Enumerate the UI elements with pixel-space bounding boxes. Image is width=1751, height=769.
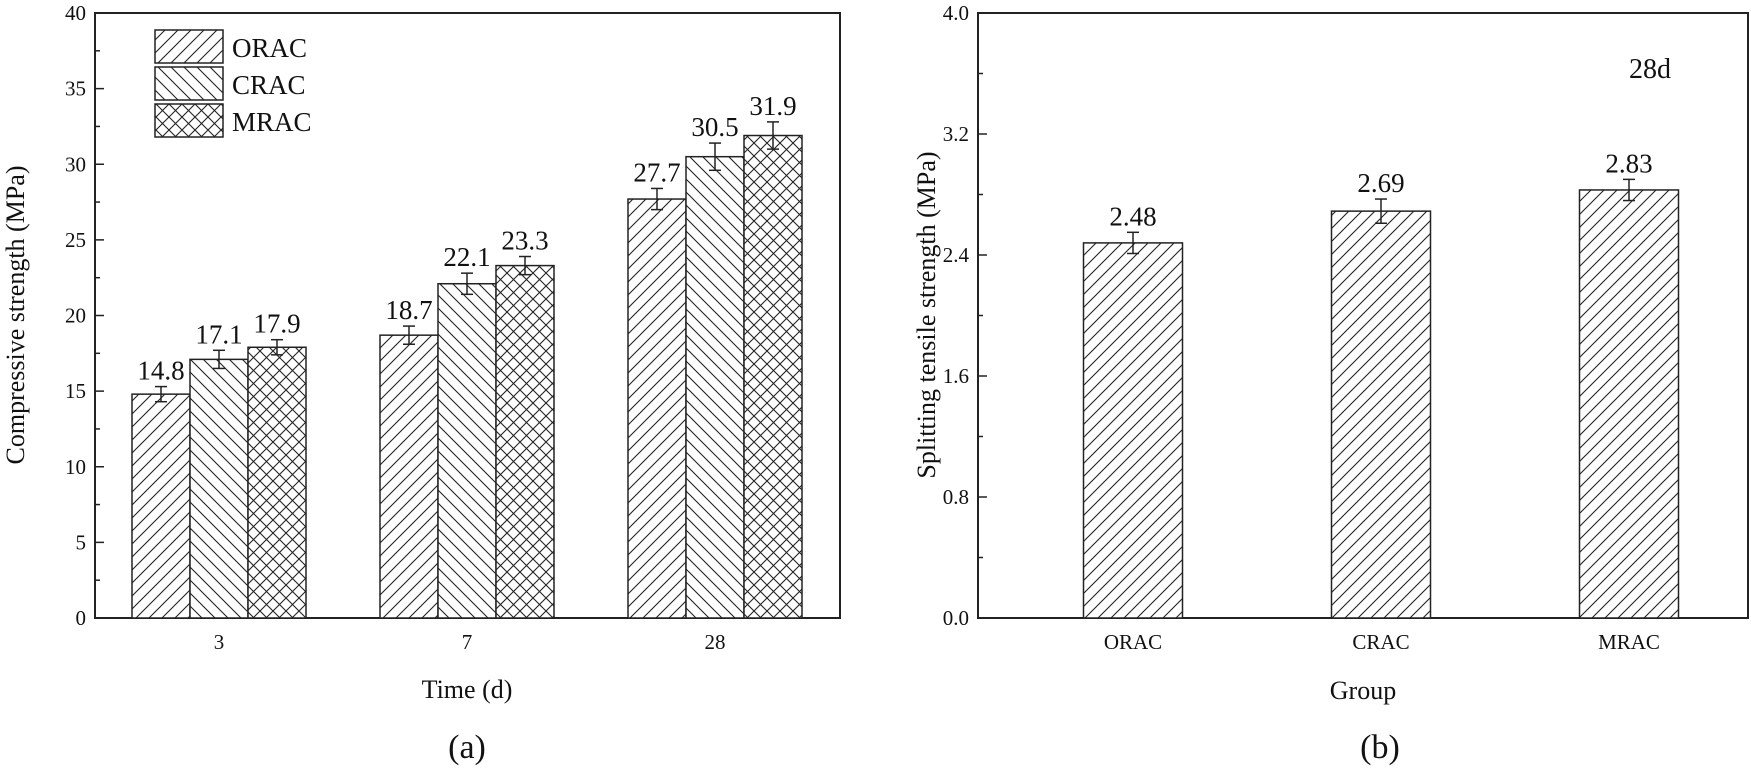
data-label-a: 22.1 bbox=[443, 242, 490, 272]
bar-a-orac-3 bbox=[131, 393, 191, 619]
compressive-strength-chart: 0 5 10 15 20 25 30 35 40 3 7 28 14.8 17.1 17.9 18.7 22… bbox=[1, 1, 841, 766]
y-tick-label-a: 15 bbox=[65, 379, 86, 403]
splitting-tensile-chart: 0.0 0.8 1.6 2.4 3.2 4.0 ORAC CRAC MRAC 2.48 2.69… bbox=[912, 1, 1749, 766]
bar-b-series-mrac bbox=[1578, 189, 1680, 619]
y-axis-ticks-b: 0.0 0.8 1.6 2.4 3.2 4.0 bbox=[943, 1, 987, 630]
y-tick-label-b: 0.8 bbox=[943, 485, 969, 509]
legend-label: CRAC bbox=[232, 70, 306, 100]
error-bar-a bbox=[403, 325, 415, 345]
bar-a-mrac-7 bbox=[495, 264, 555, 619]
data-label-b: 2.69 bbox=[1357, 168, 1404, 198]
y-tick-label-b: 3.2 bbox=[943, 122, 969, 146]
bar-b-series-orac bbox=[1082, 242, 1184, 619]
y-tick-label-a: 30 bbox=[65, 152, 86, 176]
y-tick-label-a: 0 bbox=[76, 606, 87, 630]
legend-label: ORAC bbox=[232, 33, 307, 63]
legend-item-crac: CRAC bbox=[154, 66, 306, 101]
error-bar-a bbox=[155, 385, 167, 403]
legend-item-orac: ORAC bbox=[154, 29, 307, 64]
annotation-28d: 28d bbox=[1629, 54, 1671, 85]
error-bar-a bbox=[767, 121, 779, 150]
y-tick-label-b: 1.6 bbox=[943, 364, 969, 388]
data-label-a: 18.7 bbox=[385, 295, 432, 325]
legend-a: ORAC CRAC MRAC bbox=[154, 29, 312, 138]
x-tick-label-a: 3 bbox=[214, 630, 225, 654]
data-label-a: 14.8 bbox=[137, 356, 184, 386]
error-bar-b bbox=[1375, 198, 1387, 224]
data-label-a: 30.5 bbox=[691, 112, 738, 142]
bar-a-crac-7 bbox=[437, 282, 497, 619]
data-label-a: 17.9 bbox=[253, 309, 300, 339]
panel-label-a: (a) bbox=[448, 729, 486, 766]
bars-b: 2.48 2.69 2.83 bbox=[1082, 148, 1680, 619]
data-label-a: 23.3 bbox=[501, 226, 548, 256]
legend-swatch bbox=[154, 103, 224, 138]
bar-a-mrac-28 bbox=[743, 134, 803, 619]
x-tick-label-b: MRAC bbox=[1598, 630, 1660, 654]
bar-a-mrac-3 bbox=[247, 346, 307, 619]
x-axis-ticks-b: ORAC CRAC MRAC bbox=[1104, 609, 1660, 654]
error-bar-a bbox=[709, 142, 721, 172]
legend-swatch bbox=[154, 29, 224, 64]
y-tick-label-b: 0.0 bbox=[943, 606, 969, 630]
data-label-a: 31.9 bbox=[749, 91, 796, 121]
legend-label: MRAC bbox=[232, 107, 312, 137]
bar-a-crac-28 bbox=[685, 155, 745, 619]
bar-a-crac-3 bbox=[189, 358, 249, 619]
data-label-b: 2.48 bbox=[1109, 201, 1156, 231]
error-bar-b bbox=[1623, 178, 1635, 202]
y-tick-label-b: 4.0 bbox=[943, 1, 969, 25]
x-axis-label-a: Time (d) bbox=[422, 675, 513, 704]
panel-label-b: (b) bbox=[1360, 729, 1400, 766]
data-label-b: 2.83 bbox=[1605, 148, 1652, 178]
x-tick-label-a: 28 bbox=[705, 630, 726, 654]
legend-item-mrac: MRAC bbox=[154, 103, 312, 138]
error-bar-b bbox=[1127, 231, 1139, 255]
y-tick-label-a: 10 bbox=[65, 455, 86, 479]
y-axis-label-b: Splitting tensile strength (MPa) bbox=[912, 151, 941, 478]
error-bar-a bbox=[651, 187, 663, 211]
x-axis-label-b: Group bbox=[1330, 676, 1396, 705]
bar-b-series-crac bbox=[1330, 210, 1432, 619]
y-tick-label-a: 25 bbox=[65, 228, 86, 252]
x-tick-label-b: CRAC bbox=[1352, 630, 1409, 654]
error-bar-a bbox=[271, 338, 283, 356]
y-tick-label-a: 35 bbox=[65, 77, 86, 101]
x-tick-label-a: 7 bbox=[462, 630, 473, 654]
y-tick-label-b: 2.4 bbox=[943, 243, 970, 267]
y-axis-label-a: Compressive strength (MPa) bbox=[1, 166, 30, 465]
y-tick-label-a: 5 bbox=[76, 530, 87, 554]
error-bar-a bbox=[213, 349, 225, 370]
bars-a: 14.8 17.1 17.9 18.7 22.1 23.3 27.7 30.5 31.9 bbox=[131, 91, 803, 619]
x-tick-label-b: ORAC bbox=[1104, 630, 1162, 654]
y-axis-ticks-a: 0 5 10 15 20 25 30 35 40 bbox=[65, 1, 104, 630]
y-tick-label-a: 40 bbox=[65, 1, 86, 25]
y-tick-label-a: 20 bbox=[65, 304, 86, 328]
data-label-a: 27.7 bbox=[633, 157, 680, 187]
legend-swatch bbox=[154, 66, 224, 101]
error-bar-a bbox=[519, 255, 531, 276]
bar-a-orac-28 bbox=[627, 198, 687, 619]
data-label-a: 17.1 bbox=[195, 319, 242, 349]
bar-a-orac-7 bbox=[379, 334, 439, 619]
error-bar-a bbox=[461, 272, 473, 296]
